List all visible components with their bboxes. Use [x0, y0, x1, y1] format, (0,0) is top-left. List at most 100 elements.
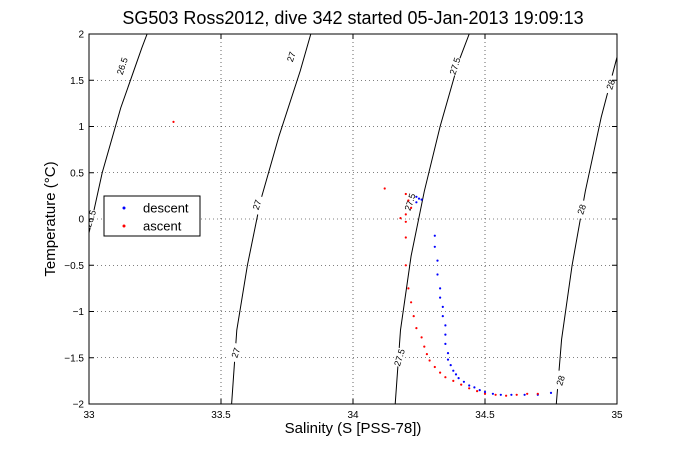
descent-point: [439, 296, 442, 299]
y-tick-label: 0.5: [70, 168, 84, 179]
contour-label-group: 28: [574, 199, 590, 220]
descent-point: [478, 389, 481, 392]
legend: descent ascent: [103, 195, 201, 237]
y-tick-label: −1: [73, 307, 85, 318]
contour-label-group: 26.5: [114, 55, 130, 77]
descent-point: [473, 386, 476, 389]
density-contour-28: [555, 56, 617, 404]
legend-label-descent: descent: [143, 201, 189, 216]
density-contour-26-5: [89, 34, 148, 234]
ascent-point: [415, 327, 418, 330]
contour-label: 28: [554, 374, 567, 387]
contour-label-bg: [603, 74, 617, 95]
ascent-point: [515, 393, 518, 396]
ascent-point: [404, 264, 407, 267]
y-tick-label: 1.5: [70, 76, 84, 87]
x-tick-label: 33: [83, 410, 95, 421]
descent-point: [446, 352, 450, 355]
ascent-point: [428, 359, 431, 362]
y-tick-label: −0.5: [64, 261, 84, 272]
descent-point: [415, 201, 418, 204]
descent-point: [433, 245, 436, 248]
ascent-point: [420, 336, 423, 339]
ascent-point: [410, 301, 413, 304]
ascent-point: [425, 353, 428, 356]
descent-point: [444, 333, 447, 336]
descent-point: [510, 393, 513, 396]
contour-label: 27: [251, 198, 264, 211]
ascent-point: [483, 392, 487, 395]
descent-point: [439, 287, 442, 290]
series-ascent: [172, 120, 539, 397]
descent-point: [420, 198, 423, 201]
descent-point: [415, 195, 418, 198]
descent-point: [436, 273, 439, 276]
ascent-point: [404, 220, 407, 223]
descent-point: [457, 377, 460, 380]
y-axis-label: Temperature (°C): [42, 161, 59, 276]
ascent-point: [433, 365, 436, 369]
descent-point: [483, 390, 487, 394]
y-tick-label: −2: [73, 400, 85, 411]
ascent-point: [407, 199, 410, 202]
descent-point: [468, 384, 471, 387]
contour-label-group: 27: [249, 194, 265, 215]
descent-point: [433, 234, 436, 237]
y-tick-label: 0: [78, 215, 84, 226]
contour-label: 26.5: [115, 56, 130, 76]
descent-point: [444, 324, 447, 327]
legend-label-ascent: ascent: [143, 219, 182, 234]
contour-label-bg: [447, 55, 463, 77]
descent-point: [491, 392, 494, 395]
contour-label-bg: [392, 347, 408, 368]
descent-point: [523, 393, 526, 396]
ascent-point: [412, 315, 415, 318]
contour-label: 27.5: [392, 348, 407, 368]
ascent-point: [505, 394, 508, 397]
contour-label-bg: [574, 199, 590, 220]
ascent-point: [476, 390, 479, 393]
legend-box: [103, 195, 201, 237]
descent-point: [449, 364, 452, 367]
x-tick-label: 34: [347, 410, 359, 421]
x-tick-label: 33.5: [211, 410, 231, 421]
contour-label-bg: [553, 370, 569, 391]
ascent-point: [399, 217, 402, 220]
contour-label-bg: [402, 191, 418, 213]
ascent-point: [423, 345, 426, 348]
descent-point: [441, 305, 444, 308]
contour-label: 28: [575, 203, 588, 216]
descent-point: [452, 369, 455, 372]
ascent-point: [383, 187, 386, 190]
ascent-point: [536, 392, 539, 395]
descent-point: [444, 342, 447, 345]
descent-point: [549, 391, 553, 394]
contour-label-bg: [228, 342, 244, 363]
descent-point: [441, 315, 444, 318]
ascent-point: [444, 376, 447, 379]
descent-point: [499, 393, 502, 396]
legend-marker-descent: [122, 206, 126, 210]
ascent-point: [468, 387, 471, 390]
contour-label-bg: [249, 194, 265, 215]
ascent-point: [439, 371, 442, 374]
contour-label-group: 27: [283, 46, 299, 67]
contour-label-group: 27: [228, 342, 244, 363]
contour-label-bg: [283, 46, 299, 67]
descent-point: [462, 380, 465, 383]
descent-point: [454, 373, 458, 376]
ascent-point: [460, 383, 463, 386]
contour-label-group: 27.5: [392, 347, 408, 368]
contour-label: 27: [230, 346, 243, 359]
chart-title: SG503 Ross2012, dive 342 started 05-Jan-…: [122, 8, 583, 28]
y-tick-label: −1.5: [64, 353, 84, 364]
ascent-point: [404, 192, 407, 196]
contour-label: 27: [285, 50, 298, 63]
density-contour-27-5: [394, 34, 470, 404]
contour-label: 27.5: [448, 56, 463, 76]
y-tick-label: 2: [78, 30, 84, 41]
contour-label-group: 27.5: [447, 55, 463, 77]
legend-marker-ascent: [122, 224, 126, 228]
ascent-point: [172, 120, 175, 123]
